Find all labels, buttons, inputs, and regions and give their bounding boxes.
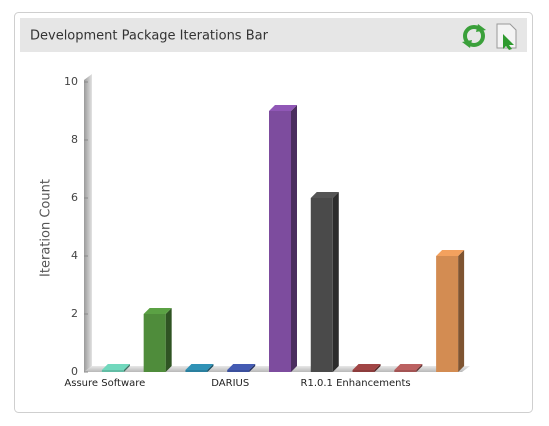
bar-top [143, 308, 172, 314]
bar-top [310, 192, 339, 198]
bar [227, 370, 250, 372]
x-tick-label: R1.0.1 Enhancements [301, 378, 411, 389]
y-tick-label: 4 [71, 249, 78, 262]
bar-side [123, 364, 130, 372]
x-tick-label: Assure Software [64, 378, 145, 389]
bar-side [458, 250, 465, 372]
bar-top [269, 105, 297, 111]
bar-side [207, 364, 214, 372]
bar-top [394, 364, 423, 370]
bar [101, 370, 124, 372]
bar [185, 370, 208, 372]
chart-title: Development Package Iterations Bar [30, 29, 269, 44]
bar [269, 111, 291, 372]
bar-top [352, 364, 381, 370]
y-tick-label: 6 [71, 191, 78, 204]
refresh-icon[interactable] [462, 24, 486, 48]
panel-header [20, 18, 527, 52]
bar-side [374, 364, 381, 372]
bar-side [165, 308, 172, 372]
bar [436, 256, 459, 372]
bar-top [101, 364, 130, 370]
y-axis-label: Iteration Count [39, 179, 54, 277]
bar-side [249, 364, 256, 372]
bar-top [436, 250, 465, 256]
bar [143, 314, 166, 372]
bar-top [185, 364, 214, 370]
export-icon[interactable] [496, 23, 517, 50]
y-tick-label: 10 [64, 75, 78, 88]
bar [310, 198, 333, 372]
bar-top [227, 364, 256, 370]
y-tick-label: 8 [71, 133, 78, 146]
y-tick-label: 0 [71, 365, 78, 378]
x-tick-label: DARIUS [211, 378, 249, 389]
left-wall [84, 74, 92, 372]
y-tick-label: 2 [71, 307, 78, 320]
bar [394, 370, 417, 372]
bar [352, 370, 375, 372]
bar-side [416, 364, 423, 372]
bar-side [291, 105, 297, 372]
bar-side [332, 192, 339, 372]
